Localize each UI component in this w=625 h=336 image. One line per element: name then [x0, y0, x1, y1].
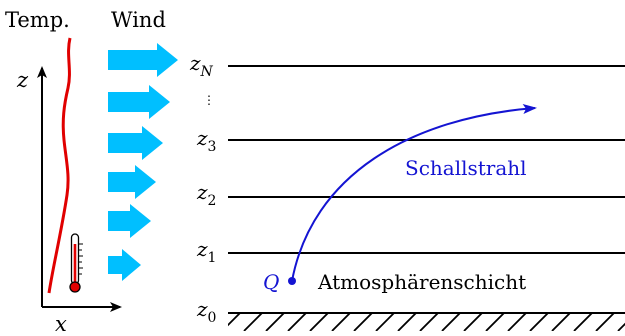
sound-source-point	[288, 277, 296, 285]
wind-arrow-icon	[108, 204, 151, 238]
wind-arrows	[108, 43, 178, 281]
temperature-profile-curve	[47, 37, 72, 294]
wind-arrow-icon	[108, 43, 178, 77]
wind-arrow-icon	[108, 165, 156, 199]
atmosphere-layer-label: Atmosphärenschicht	[317, 270, 526, 294]
layer-label-z0: z0	[196, 297, 216, 326]
x-axis-label: x	[55, 312, 67, 331]
ray-label: Schallstrahl	[405, 156, 527, 180]
ground-hatching	[228, 314, 625, 331]
wind-arrow-icon	[108, 85, 170, 119]
layer-label-zN: zN	[189, 51, 214, 80]
layer-label-z2: z2	[196, 180, 216, 209]
layer-label-z3: z3	[196, 126, 216, 155]
source-label-q: Q	[263, 270, 279, 294]
layer-dots: ⋮	[203, 93, 215, 107]
sound-ray	[291, 103, 537, 282]
z-axis-label: z	[16, 68, 29, 92]
wind-arrow-icon	[108, 249, 141, 281]
wind-header: Wind	[111, 8, 166, 32]
temperature-header: Temp.	[5, 8, 70, 32]
layer-label-z1: z1	[196, 237, 216, 266]
wind-arrow-icon	[108, 126, 163, 160]
thermometer-icon	[69, 233, 83, 293]
